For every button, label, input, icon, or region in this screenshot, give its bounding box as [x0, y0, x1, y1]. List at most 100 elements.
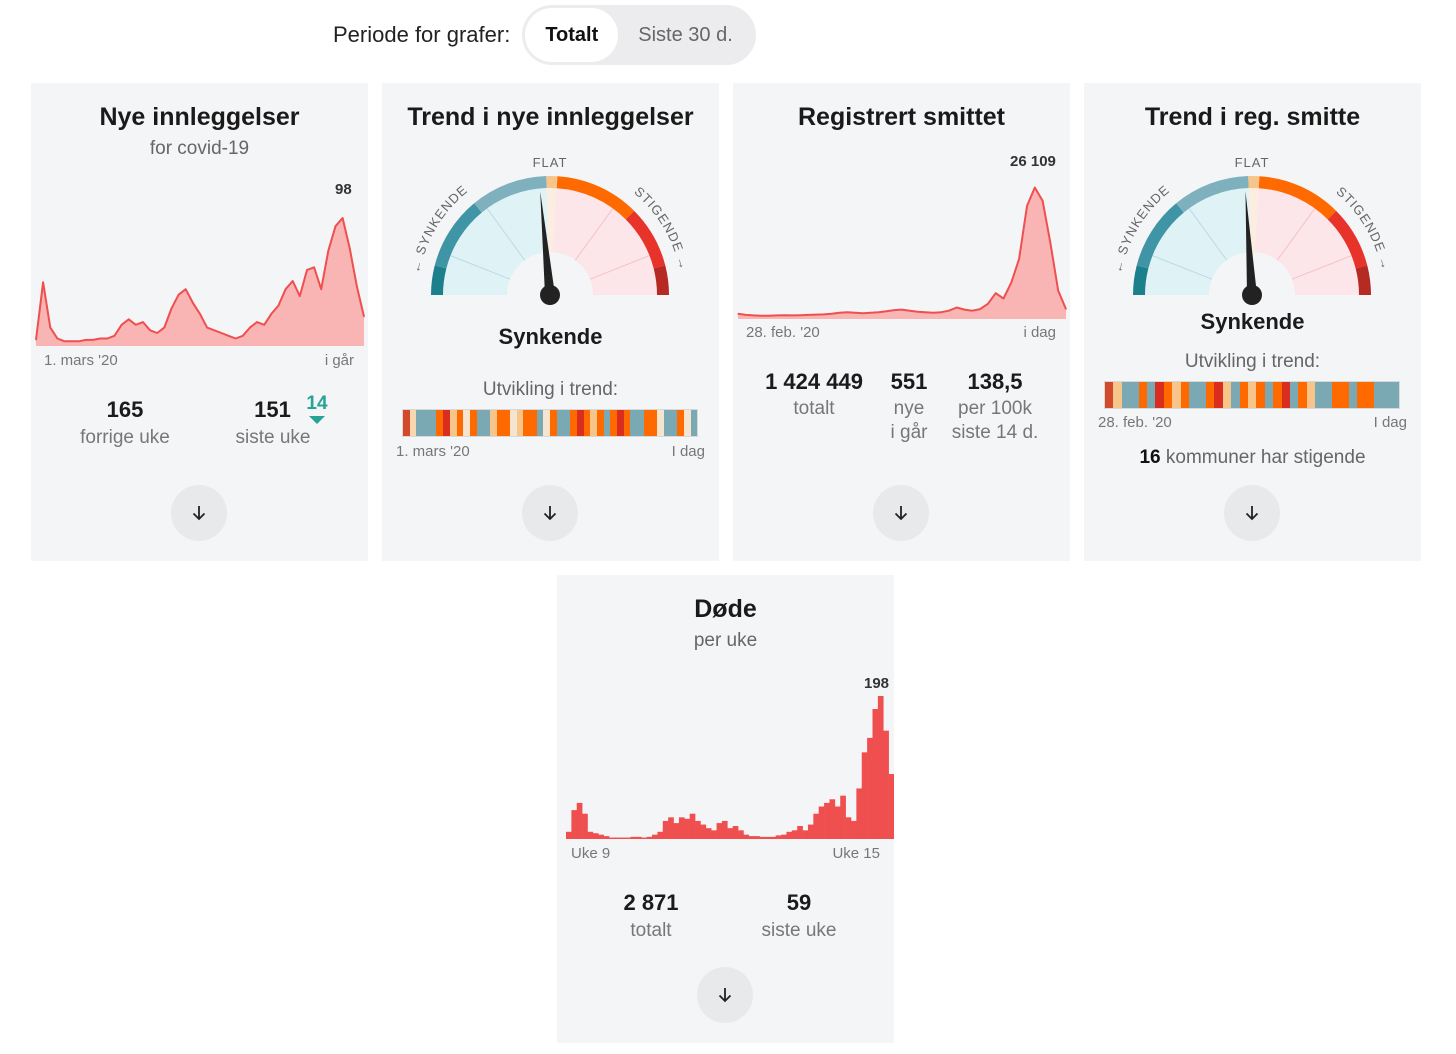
trend-strip-segment — [690, 410, 697, 436]
admissions-point — [192, 302, 194, 304]
gauge-tick — [589, 255, 650, 280]
expand-button[interactable] — [873, 485, 929, 541]
gauge-tick — [1291, 255, 1352, 280]
trend-strip — [402, 409, 698, 437]
trend-strip-segment — [1231, 382, 1240, 408]
period-option-total[interactable]: Totalt — [525, 8, 619, 62]
admissions-point — [299, 295, 301, 297]
deaths-bar — [775, 835, 782, 839]
admissions-chart — [35, 217, 365, 346]
deaths-bar — [630, 836, 637, 839]
admissions-point — [78, 340, 80, 342]
trend-strip-segment — [1138, 382, 1148, 408]
trend-strip-segment — [670, 410, 678, 436]
gauge-falling-zone — [1145, 188, 1251, 295]
gauge-hub — [1242, 285, 1262, 305]
gauge-band — [1133, 265, 1149, 295]
deaths-bar — [797, 826, 803, 839]
trend-strip-segment — [1197, 382, 1206, 408]
admissions-point — [220, 332, 222, 334]
stat-per100k-label-line2: siste 14 d. — [951, 422, 1039, 443]
deaths-bar — [888, 774, 894, 839]
deaths-bar — [625, 837, 631, 839]
trend-strip-segment — [1222, 382, 1232, 408]
deaths-bar — [652, 834, 658, 839]
deaths-bar — [668, 817, 674, 839]
admissions-point — [206, 326, 208, 329]
expand-button[interactable] — [697, 967, 753, 1023]
infected-point — [971, 310, 973, 312]
card-title: Nye innleggelser — [99, 103, 300, 131]
infected-point — [924, 311, 927, 313]
admissions-point — [270, 313, 272, 315]
trend-strip-segment — [583, 410, 591, 436]
card-subtitle: for covid-19 — [149, 138, 250, 159]
trend-strip-segment — [563, 410, 571, 436]
trend-strip-segment — [1273, 382, 1282, 408]
axis-end-label: i dag — [1023, 324, 1056, 341]
trend-strip-segment — [556, 410, 564, 436]
municipalities-count: 16 — [1139, 447, 1161, 468]
chart-peak-label: 198 — [864, 675, 890, 692]
trend-strip-segment — [1205, 382, 1215, 408]
deaths-bar — [695, 820, 701, 839]
deaths-bar — [867, 737, 873, 839]
trend-strip-segment — [523, 410, 531, 436]
change-value: 14 — [306, 393, 328, 414]
expand-button[interactable] — [171, 485, 227, 541]
infected-point — [901, 309, 903, 311]
period-option-30d[interactable]: Siste 30 d. — [618, 8, 753, 62]
admissions-point — [249, 326, 251, 329]
infected-point — [831, 313, 833, 315]
admissions-point — [313, 266, 315, 268]
change-indicator: 14 — [303, 393, 331, 424]
admissions-point — [320, 288, 322, 290]
deaths-bar — [603, 836, 610, 839]
trend-strip-segment — [657, 410, 664, 436]
stat-total-value: 2 871 — [623, 890, 679, 915]
deaths-bar — [840, 795, 846, 839]
trend-strip-segment — [1323, 382, 1332, 408]
deaths-bar — [716, 823, 723, 839]
deaths-bar — [743, 834, 750, 839]
gauge-hub — [540, 285, 560, 305]
admissions-point — [156, 332, 158, 334]
infected-point — [1018, 258, 1020, 260]
infected-point — [807, 314, 809, 316]
infected-point — [1034, 186, 1036, 189]
trend-strip-segment — [476, 410, 484, 436]
deaths-bar — [818, 806, 825, 839]
infected-point — [909, 310, 911, 312]
trend-strip-segment — [1163, 382, 1173, 408]
trend-strip-segment — [1281, 382, 1290, 408]
infected-point — [854, 312, 856, 314]
admissions-point — [71, 340, 73, 342]
gauge-band — [625, 210, 666, 269]
deaths-bar — [738, 830, 744, 839]
expand-button[interactable] — [522, 485, 578, 541]
deaths-bar — [732, 826, 739, 839]
gauge-tick — [1188, 208, 1228, 261]
trend-strip-segment — [436, 410, 444, 436]
period-toggle: Totalt Siste 30 d. — [522, 5, 756, 65]
stat-new-label: nye i går — [874, 397, 944, 445]
stat-last-week-label: siste uke — [761, 920, 837, 941]
trend-strip-segment — [409, 410, 417, 436]
trend-strip-segment — [1247, 382, 1257, 408]
trend-status: Synkende — [498, 324, 603, 349]
expand-button[interactable] — [1224, 485, 1280, 541]
infected-point — [792, 314, 794, 317]
deaths-bar — [786, 831, 793, 839]
deaths-bar — [711, 830, 717, 839]
infected-point — [963, 309, 966, 311]
infected-point — [1026, 205, 1028, 207]
trend-strip-segment — [1374, 382, 1383, 408]
deaths-bar — [824, 802, 830, 839]
admissions-point — [178, 294, 180, 296]
arrow-down-icon — [543, 506, 557, 521]
admissions-point — [263, 324, 265, 326]
infected-point — [1049, 242, 1051, 244]
deaths-bar — [829, 799, 836, 839]
card-title: Registrert smittet — [798, 103, 1005, 131]
trend-strip-segment — [677, 410, 684, 436]
